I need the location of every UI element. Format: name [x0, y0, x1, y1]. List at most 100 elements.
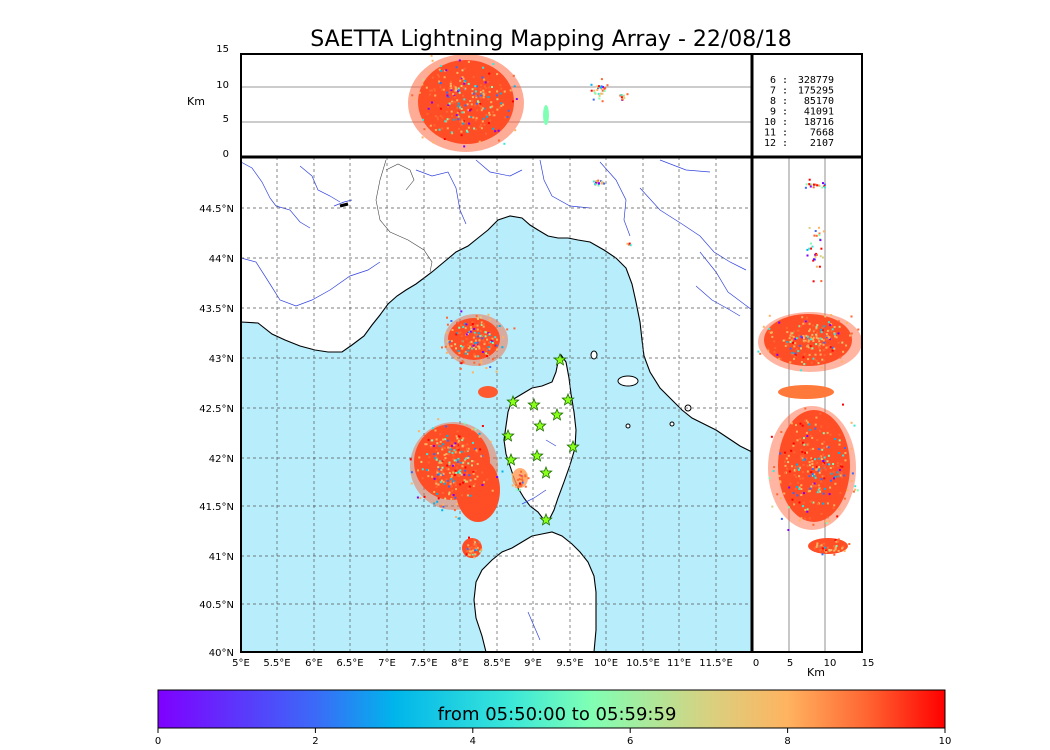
legend-separator: :	[782, 128, 788, 139]
lma-station-star	[530, 448, 544, 462]
lma-station-star	[506, 394, 520, 408]
legend-station-id: 11	[764, 128, 776, 139]
y-tick-label: 0	[223, 149, 229, 160]
legend-count: 85170	[804, 96, 834, 107]
legend-station-id: 7	[770, 86, 776, 97]
sardinia-island	[473, 531, 597, 652]
colorbar-tick-label: 0	[155, 736, 161, 747]
map-panel	[240, 156, 753, 653]
longitude-label: 5°E	[232, 658, 250, 669]
legend-separator: :	[782, 117, 788, 128]
legend-separator: :	[782, 107, 788, 118]
longitude-label: 6°E	[305, 658, 323, 669]
longitude-label: 6.5°E	[336, 658, 363, 669]
station-count-legend: 6:3287797:1752958:851709:4109110:1871611…	[752, 54, 862, 157]
latitude-label: 40.5°N	[199, 600, 234, 611]
legend-row: 6:328779	[770, 75, 834, 86]
colorbar-tick-label: 10	[939, 736, 952, 747]
latitude-label: 40°N	[209, 648, 234, 659]
latitude-labels: 44.5°N 44°N 43.5°N 43°N 42.5°N 42°N 41.5°N 41°N…	[199, 204, 234, 659]
legend-station-id: 10	[764, 117, 776, 128]
top-scatter-layer	[408, 54, 629, 152]
legend-separator: :	[782, 138, 788, 149]
longitude-label: 5.5°E	[263, 658, 290, 669]
figure-title: SAETTA Lightning Mapping Array - 22/08/1…	[310, 27, 791, 52]
legend-station-id: 6	[770, 75, 776, 86]
lma-station-star	[527, 397, 541, 411]
legend-station-id: 12	[764, 138, 776, 149]
longitude-label: 11°E	[667, 658, 691, 669]
latitude-label: 43°N	[209, 354, 234, 365]
latitude-label: 41.5°N	[199, 502, 234, 513]
legend-count: 175295	[798, 86, 834, 97]
latitude-label: 43.5°N	[199, 304, 234, 315]
lma-station-star	[539, 465, 553, 479]
legend-count: 18716	[804, 117, 834, 128]
legend-count: 328779	[798, 75, 834, 86]
lightning-source-clusters	[409, 179, 632, 559]
latitude-label: 41°N	[209, 552, 234, 563]
legend-row: 9: 41091	[770, 107, 834, 118]
colorbar-gradient	[157, 689, 946, 729]
rivers	[241, 159, 752, 641]
longitude-labels: 5°E 5.5°E 6°E 6.5°E 7°E 7.5°E 8°E 8.5°E 9°E 9.5°E…	[232, 658, 733, 669]
side-panel-x-axis: 0 5 10 15 Km	[753, 658, 875, 679]
lake	[339, 202, 349, 208]
legend-count: 2107	[810, 138, 834, 149]
legend-row: 7:175295	[770, 86, 834, 97]
legend-separator: :	[782, 96, 788, 107]
altitude-latitude-panel	[752, 157, 862, 652]
latitude-label: 44.5°N	[199, 204, 234, 215]
colorbar-time-range: from 05:50:00 to 05:59:59	[438, 704, 677, 725]
longitude-label: 10°E	[594, 658, 618, 669]
y-axis-unit: Km	[187, 95, 205, 108]
x-tick-label: 10	[824, 658, 837, 669]
legend-separator: :	[782, 86, 788, 97]
colorbar-tick-label: 6	[627, 736, 633, 747]
legend-station-id: 8	[770, 96, 776, 107]
lma-station-star	[566, 439, 580, 453]
longitude-label: 8.5°E	[483, 658, 510, 669]
legend-separator: :	[782, 75, 788, 86]
altitude-longitude-panel	[241, 54, 752, 157]
side-scatter-layer	[752, 178, 862, 556]
colorbar-tick-label: 2	[312, 736, 318, 747]
longitude-label: 10.5°E	[626, 658, 660, 669]
sea-area	[241, 215, 752, 652]
top-panel-y-axis: 15 10 5 0 Km	[187, 44, 229, 160]
time-colorbar: from 05:50:00 to 05:59:59 0 2 4 6 8 10	[155, 689, 952, 747]
legend-count: 41091	[804, 107, 834, 118]
longitude-label: 7.5°E	[410, 658, 437, 669]
legend-row: 8: 85170	[770, 96, 834, 107]
latitude-label: 42°N	[209, 454, 234, 465]
lma-station-star	[501, 428, 515, 442]
longitude-label: 7°E	[378, 658, 396, 669]
longitude-label: 9.5°E	[556, 658, 583, 669]
colorbar-tick-label: 4	[470, 736, 476, 747]
colorbar-tick-label: 8	[784, 736, 790, 747]
legend-row: 12: 2107	[764, 138, 834, 149]
country-border	[385, 163, 415, 191]
legend-count: 7668	[810, 128, 834, 139]
x-axis-unit: Km	[807, 666, 825, 679]
lma-station-star	[561, 392, 575, 406]
latitude-label: 42.5°N	[199, 404, 234, 415]
x-tick-label: 5	[787, 658, 793, 669]
y-tick-label: 10	[216, 80, 229, 91]
latitude-label: 44°N	[209, 254, 234, 265]
legend-row: 10: 18716	[764, 117, 834, 128]
figure-frame	[240, 53, 863, 653]
y-tick-label: 5	[223, 114, 229, 125]
longitude-label: 8°E	[451, 658, 469, 669]
lma-station-star	[539, 512, 553, 526]
lma-station-star	[533, 418, 547, 432]
legend-row: 11: 7668	[764, 128, 834, 139]
lma-station-star	[553, 352, 567, 366]
legend-station-id: 9	[770, 107, 776, 118]
longitude-label: 9°E	[524, 658, 542, 669]
longitude-label: 11.5°E	[699, 658, 733, 669]
y-tick-label: 15	[216, 44, 229, 55]
x-tick-label: 15	[862, 658, 875, 669]
lma-station-star	[504, 452, 518, 466]
